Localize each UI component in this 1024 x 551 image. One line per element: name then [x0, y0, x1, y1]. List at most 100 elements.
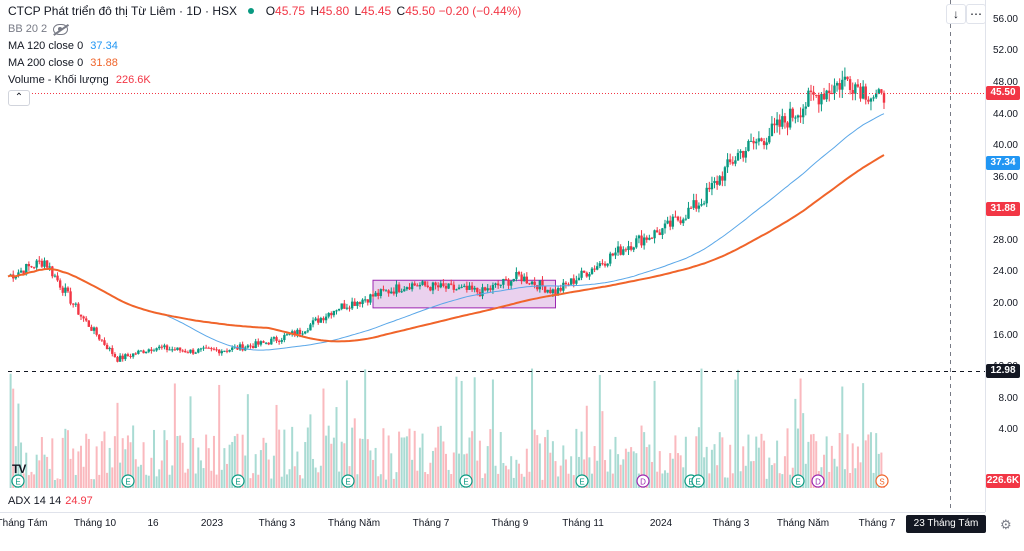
candle-body [622, 249, 625, 255]
volume-bar [241, 434, 244, 488]
bb-legend[interactable]: BB 20 2 [8, 22, 69, 36]
hidden-eye-icon[interactable] [53, 23, 69, 35]
volume-bar [718, 432, 721, 488]
volume-bar [249, 478, 252, 488]
candle-body [442, 283, 445, 287]
candle-body [61, 287, 64, 293]
tradingview-logo[interactable]: TV [12, 462, 26, 476]
candle-body [645, 237, 648, 240]
volume-bar [176, 436, 179, 488]
event-marker[interactable]: E [231, 474, 245, 488]
candle-body [666, 220, 669, 224]
chart-menu-button[interactable]: ⋯ [966, 4, 986, 24]
adx-legend[interactable]: ADX 14 14 24.97 [8, 495, 93, 507]
candle-body [502, 278, 505, 285]
event-marker[interactable]: S [875, 474, 889, 488]
candle-body [32, 267, 36, 269]
event-marker[interactable]: E [459, 474, 473, 488]
candle-body [144, 351, 148, 354]
volume-bar [61, 437, 64, 488]
time-axis-label: Tháng Năm [327, 518, 381, 529]
volume-bar [431, 450, 434, 488]
volume-bar [768, 457, 771, 488]
candle-body [702, 203, 706, 205]
candle-body [64, 287, 67, 293]
volume-bar [476, 460, 479, 488]
candle-body [650, 237, 654, 239]
volume-bar [825, 436, 828, 488]
ma120-legend[interactable]: MA 120 close 0 37.34 [8, 40, 118, 52]
volume-bar [87, 438, 90, 488]
volume-bar [697, 427, 700, 488]
volume-bar [747, 434, 750, 488]
candle-body [418, 284, 422, 287]
candle-body [181, 350, 184, 352]
volume-bar [124, 449, 127, 488]
candle-body [596, 266, 599, 270]
volume-bar [296, 451, 299, 488]
volume-bar [340, 441, 343, 488]
event-marker[interactable]: E [691, 474, 705, 488]
candle-body [755, 141, 758, 144]
ma200-price-tag: 31.88 [986, 202, 1020, 216]
volume-bar [171, 465, 174, 488]
candle-body [491, 284, 495, 290]
symbol-title[interactable]: CTCP Phát triển đô thị Từ Liêm · 1D · HS… [8, 4, 238, 18]
candle-body [194, 352, 197, 354]
event-marker-label: E [579, 478, 584, 487]
volume-bar [491, 379, 494, 488]
candle-body [653, 230, 656, 239]
volume-bar [317, 472, 320, 488]
gear-icon[interactable]: ⚙ [1000, 517, 1012, 532]
volume-bar [653, 380, 656, 488]
candle-body [775, 119, 779, 126]
ma200-legend[interactable]: MA 200 close 0 31.88 [8, 57, 118, 69]
candle-body [543, 286, 547, 293]
candle-body [103, 340, 106, 345]
volume-bar [869, 432, 872, 488]
volume-bar [395, 472, 398, 488]
candle-body [530, 281, 534, 285]
arrow-down-icon[interactable]: ↓ [946, 4, 966, 24]
candle-body [223, 350, 226, 352]
event-marker[interactable]: D [811, 474, 825, 488]
volume-bar [867, 434, 870, 488]
volume-bar [572, 475, 575, 488]
volume-bar [184, 472, 187, 488]
candle-body [309, 324, 312, 331]
volume-bar [502, 463, 505, 488]
candle-body [337, 308, 341, 311]
candle-body [79, 314, 83, 317]
candle-body [426, 285, 429, 287]
candle-body [715, 180, 719, 185]
volume-bar [843, 469, 846, 488]
event-marker[interactable]: D [636, 474, 650, 488]
volume-bar [538, 443, 541, 488]
candle-body [867, 99, 870, 102]
candle-body [85, 318, 88, 321]
candle-body [499, 284, 502, 286]
volume-bar [90, 479, 93, 488]
event-marker[interactable]: E [11, 474, 25, 488]
volume-bar [604, 460, 607, 488]
event-marker[interactable]: E [121, 474, 135, 488]
event-marker[interactable]: E [575, 474, 589, 488]
volume-legend[interactable]: Volume - Khối lượng 226.6K [8, 74, 151, 86]
candle-body [184, 350, 187, 353]
ma120-line [7, 113, 885, 351]
crosshair-date-tag: 23 Tháng Tám '24 [906, 515, 986, 547]
volume-bar [343, 443, 346, 488]
volume-bar [661, 473, 664, 488]
candle-body [264, 342, 268, 344]
volume-bar [630, 447, 633, 488]
event-marker-label: S [879, 478, 884, 487]
volume-bar [306, 427, 309, 488]
volume-bar [481, 478, 484, 488]
event-marker[interactable]: E [341, 474, 355, 488]
volume-bar [40, 437, 43, 488]
candle-body [861, 86, 865, 99]
volume-bar [20, 442, 23, 488]
event-marker[interactable]: E [791, 474, 805, 488]
collapse-legend-button[interactable]: ⌃ [8, 90, 30, 106]
